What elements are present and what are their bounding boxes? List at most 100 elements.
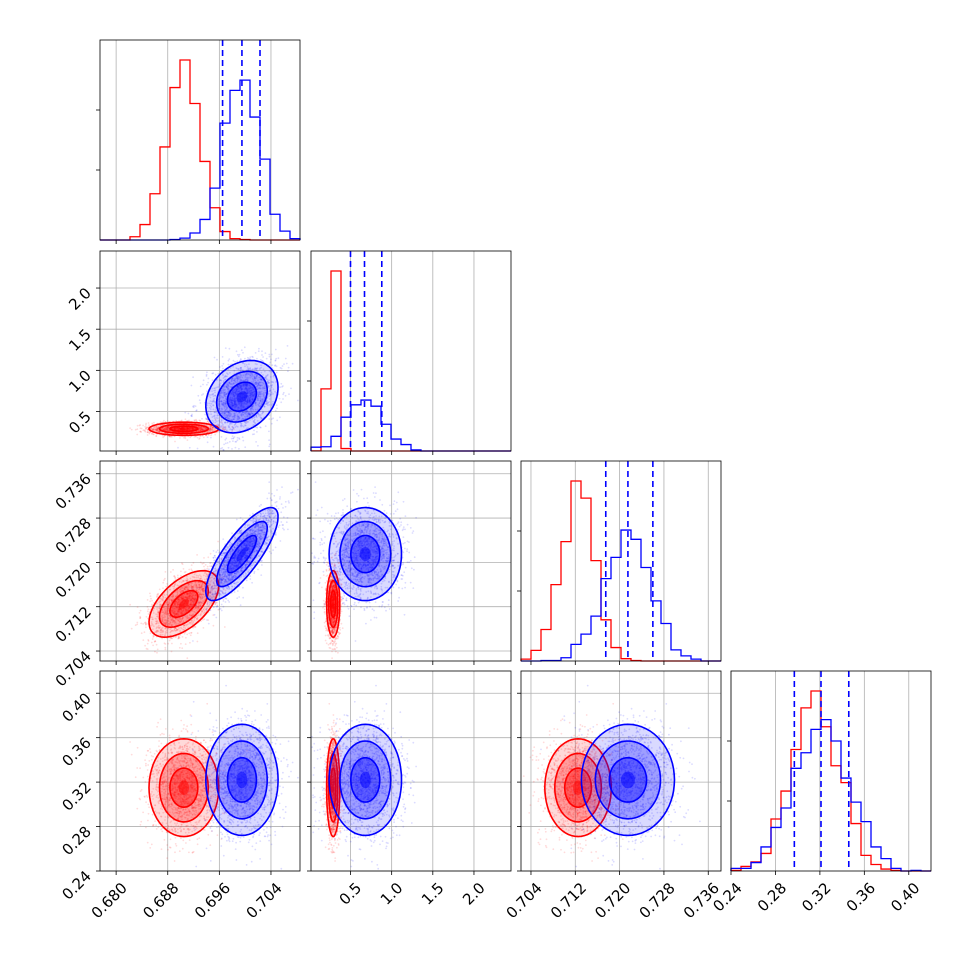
sample-point xyxy=(229,422,231,425)
sample-point xyxy=(224,442,227,445)
grid-lines xyxy=(115,40,272,240)
sample-point xyxy=(221,425,224,428)
sample-point xyxy=(222,428,225,431)
sample-point xyxy=(244,383,247,386)
sample-point xyxy=(254,421,256,424)
sample-point xyxy=(153,427,156,430)
sample-point xyxy=(233,378,236,381)
sample-point xyxy=(254,367,257,370)
sample-point xyxy=(147,613,150,615)
sample-point xyxy=(270,358,272,361)
sample-point xyxy=(226,384,229,386)
sample-point xyxy=(211,372,214,375)
sample-point xyxy=(225,408,228,410)
sample-point xyxy=(161,637,164,640)
sample-point xyxy=(250,391,253,394)
sample-point xyxy=(250,389,253,391)
sample-point xyxy=(234,380,237,383)
sample-point xyxy=(220,436,223,438)
sample-point xyxy=(234,392,237,395)
sample-point xyxy=(254,402,257,404)
sample-point xyxy=(272,393,274,395)
sample-point xyxy=(224,403,226,406)
sample-point xyxy=(239,517,242,519)
sample-point xyxy=(253,421,255,423)
sample-point xyxy=(271,400,274,403)
sample-point xyxy=(149,592,151,595)
sample-point xyxy=(209,428,211,431)
sample-point xyxy=(234,446,237,449)
sample-point xyxy=(199,429,202,432)
sample-point xyxy=(267,382,270,384)
sample-point xyxy=(279,366,282,369)
sample-point xyxy=(201,394,203,396)
sample-point xyxy=(209,425,212,428)
sample-point xyxy=(225,402,228,405)
sample-point xyxy=(238,380,241,382)
sample-point xyxy=(184,643,187,645)
sample-point xyxy=(173,428,176,430)
sample-point xyxy=(258,347,260,350)
sample-point xyxy=(245,401,248,403)
sample-point xyxy=(228,415,231,418)
sample-point xyxy=(139,424,142,426)
sample-point xyxy=(264,389,267,392)
sample-point xyxy=(216,414,219,417)
sample-point xyxy=(145,426,148,429)
y-tick-label: 1.5 xyxy=(65,325,95,355)
sample-point xyxy=(214,411,217,414)
sample-point xyxy=(231,404,234,407)
sample-point xyxy=(249,374,252,377)
sample-point xyxy=(257,379,259,382)
sample-point xyxy=(192,406,195,409)
sample-point xyxy=(191,427,194,430)
sample-point xyxy=(251,377,254,380)
sample-point xyxy=(252,394,255,397)
sample-point xyxy=(176,427,179,430)
sample-point xyxy=(204,413,207,416)
sample-point xyxy=(213,417,216,419)
sample-point xyxy=(242,406,245,408)
sample-point xyxy=(226,406,229,409)
sample-point xyxy=(161,428,164,431)
sample-point xyxy=(200,426,202,429)
sample-point xyxy=(242,411,244,414)
sample-point xyxy=(262,382,265,385)
sample-point xyxy=(274,348,277,351)
sample-point xyxy=(202,379,205,382)
sample-point xyxy=(225,385,228,387)
sample-point xyxy=(270,422,273,425)
sample-point xyxy=(246,379,249,382)
sample-point xyxy=(209,565,211,567)
sample-point xyxy=(228,411,231,414)
sample-point xyxy=(196,447,199,450)
sample-point xyxy=(151,638,154,640)
sample-point xyxy=(251,412,254,415)
sample-point xyxy=(220,447,222,450)
sample-point xyxy=(249,356,252,358)
sample-point xyxy=(163,427,166,430)
sample-point xyxy=(192,562,195,564)
sample-point xyxy=(142,623,145,625)
sample-point xyxy=(251,394,254,396)
sample-point xyxy=(213,397,216,400)
sample-point xyxy=(223,626,226,628)
sample-point xyxy=(246,397,249,399)
sample-point xyxy=(238,437,241,439)
panel-contents xyxy=(129,481,299,660)
sample-point xyxy=(223,392,226,394)
sample-point xyxy=(245,411,248,414)
sample-point xyxy=(234,387,237,390)
sample-point xyxy=(195,419,198,422)
sample-point xyxy=(222,396,225,399)
sample-point xyxy=(263,370,266,373)
sample-point xyxy=(188,446,191,449)
sample-point xyxy=(261,410,264,413)
sample-point xyxy=(256,416,258,419)
sample-point xyxy=(211,393,214,396)
sample-point xyxy=(253,429,255,432)
sample-point xyxy=(240,385,243,388)
sample-point xyxy=(173,428,176,430)
sample-point xyxy=(259,416,262,418)
sample-point xyxy=(286,345,289,347)
